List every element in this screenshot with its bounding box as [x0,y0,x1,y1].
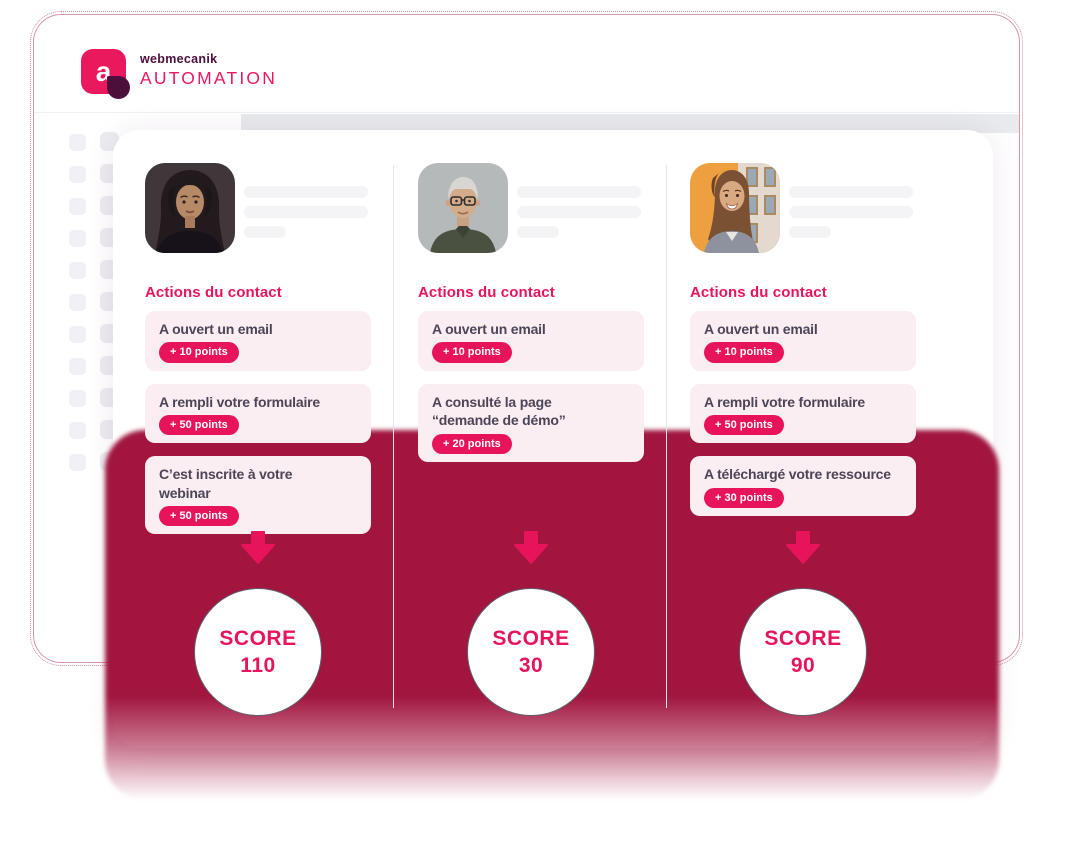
actions-list: A ouvert un email + 10 points A rempli v… [145,311,371,535]
skeleton-bar [789,186,913,198]
points-badge: + 10 points [704,342,784,363]
action-label: A ouvert un email [704,321,818,337]
points-badge: + 20 points [432,433,512,454]
skeleton-icon [69,390,86,407]
action-label: A ouvert un email [432,321,546,337]
action-item: A ouvert un email + 10 points [145,311,371,371]
brand-logo: a webmecanik AUTOMATION [81,49,277,99]
skeleton-icon [69,326,86,343]
down-arrow-icon [514,531,548,564]
score-value: 90 [790,653,816,677]
skeleton-bar [789,226,831,238]
action-label: A rempli votre formulaire [704,393,865,410]
skeleton-icon [69,198,86,215]
score-circle: SCORE 30 [467,588,595,716]
score-label: SCORE [764,626,842,650]
older-man-portrait-illustration [418,163,508,253]
skeleton-bar [244,186,368,198]
woman-dark-portrait-illustration [145,163,235,253]
contact-photo [145,163,235,253]
action-item: A ouvert un email + 10 points [690,311,916,371]
skeleton-bar [517,206,641,218]
points-badge: + 10 points [159,342,239,363]
actions-heading: Actions du contact [690,284,827,301]
contacts-scoring-card: Actions du contact A ouvert un email + 1… [105,130,999,800]
points-badge: + 10 points [432,342,512,363]
action-item: A rempli votre formulaire + 50 points [145,383,371,444]
contact-column-2: Actions du contact A ouvert un email + 1… [418,163,644,748]
logo-mark-icon: a [81,49,130,99]
action-item: A rempli votre formulaire + 50 points [690,383,916,444]
action-item: A ouvert un email + 10 points [418,311,644,371]
points-badge: + 30 points [704,487,784,508]
contact-profile [145,163,371,253]
score-label: SCORE [492,626,570,650]
skeleton-bar [789,206,913,218]
score-value: 30 [518,653,544,677]
brand-name: webmecanik [140,52,218,66]
contact-photo [690,163,780,253]
logo-petal-icon [107,76,130,99]
column-divider [393,165,394,708]
contact-column-1: Actions du contact A ouvert un email + 1… [145,163,371,748]
action-item: A consulté la page “demande de démo” + 2… [418,383,644,462]
skeleton-text-lines [789,186,913,253]
action-label: A consulté la page “demande de démo” [432,393,566,429]
skeleton-bar [517,226,559,238]
action-label: A ouvert un email [159,321,273,337]
points-badge: + 50 points [159,506,239,527]
contact-profile [418,163,644,253]
score-label: SCORE [219,626,297,650]
score-circle: SCORE 90 [739,588,867,716]
action-item: C’est inscrite à votre webinar + 50 poin… [145,456,371,535]
contact-photo [418,163,508,253]
actions-list: A ouvert un email + 10 points A consulté… [418,311,644,462]
young-woman-portrait-illustration [690,163,780,253]
skeleton-icon [69,294,86,311]
score-circle: SCORE 110 [194,588,322,716]
contact-profile [690,163,916,253]
skeleton-bar [517,186,641,198]
skeleton-text-lines [244,186,368,253]
brand-text: webmecanik AUTOMATION [140,49,277,89]
skeleton-bar [244,206,368,218]
column-divider [666,165,667,708]
down-arrow-icon [786,531,820,564]
skeleton-icon [69,422,86,439]
skeleton-icon [69,166,86,183]
actions-list: A ouvert un email + 10 points A rempli v… [690,311,916,516]
points-badge: + 50 points [159,415,239,436]
actions-heading: Actions du contact [145,284,282,301]
skeleton-text-lines [517,186,641,253]
action-label: A téléchargé votre ressource [704,466,891,483]
down-arrow-icon [241,531,275,564]
skeleton-icon [69,454,86,471]
actions-heading: Actions du contact [418,284,555,301]
contact-column-3: Actions du contact A ouvert un email + 1… [690,163,916,748]
skeleton-icon [69,230,86,247]
score-value: 110 [240,653,276,677]
skeleton-icon [69,262,86,279]
skeleton-icon [69,134,86,151]
skeleton-bar [244,226,286,238]
toolbar-band-fill [241,114,1019,133]
action-label: A rempli votre formulaire [159,393,320,410]
skeleton-icon [69,358,86,375]
action-label: C’est inscrite à votre webinar [159,466,293,501]
points-badge: + 50 points [704,415,784,436]
action-item: A téléchargé votre ressource + 30 points [690,456,916,516]
sidebar-skeleton-column [69,134,86,471]
toolbar-band [34,112,1019,133]
brand-product: AUTOMATION [140,68,278,88]
